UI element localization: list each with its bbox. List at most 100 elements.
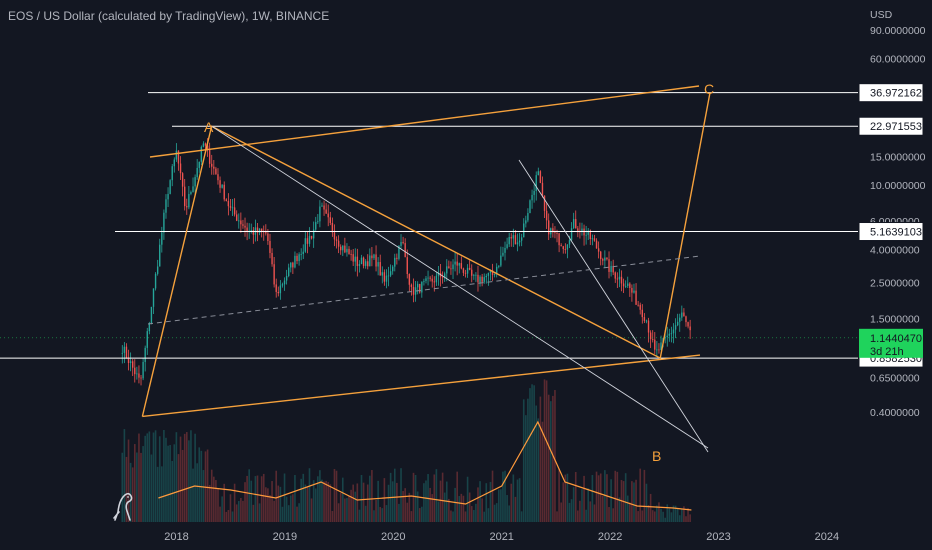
candle bbox=[523, 223, 525, 238]
elliott-wave-path[interactable] bbox=[141, 92, 711, 417]
candle bbox=[315, 222, 317, 230]
volume-bar bbox=[637, 511, 639, 522]
candle bbox=[416, 283, 419, 288]
level-price-tag[interactable] bbox=[858, 222, 924, 242]
candle bbox=[231, 207, 234, 209]
volume-bar bbox=[410, 511, 413, 522]
volume-bar bbox=[425, 480, 427, 522]
candle bbox=[375, 254, 377, 267]
volume-bar bbox=[533, 385, 535, 522]
volume-bar bbox=[647, 504, 650, 522]
candle bbox=[144, 347, 146, 362]
volume-bar bbox=[387, 484, 390, 522]
volume-bar bbox=[314, 488, 317, 522]
volume-bar bbox=[572, 487, 575, 522]
volume-bar bbox=[123, 429, 126, 522]
candle bbox=[335, 239, 338, 241]
candle bbox=[548, 220, 550, 235]
level-price-tag[interactable] bbox=[858, 116, 924, 136]
volume-bar bbox=[604, 470, 606, 522]
candle bbox=[487, 272, 490, 276]
candle bbox=[236, 214, 238, 221]
volume-bar bbox=[568, 502, 571, 522]
time-tick-label: 2022 bbox=[598, 531, 622, 543]
candle bbox=[208, 149, 211, 164]
candle bbox=[412, 286, 415, 295]
candle bbox=[331, 222, 334, 233]
dashed-trend-line[interactable] bbox=[147, 255, 701, 325]
volume-bar bbox=[448, 498, 450, 522]
lower-trend-line[interactable] bbox=[142, 354, 701, 418]
volume-bar bbox=[479, 481, 481, 522]
volume-bar bbox=[475, 503, 477, 522]
volume-bar bbox=[527, 398, 529, 522]
candle bbox=[367, 261, 369, 267]
candle bbox=[206, 145, 209, 150]
volume-bar bbox=[610, 479, 612, 522]
volume-bar bbox=[656, 505, 658, 522]
time-tick-label: 2020 bbox=[381, 531, 405, 543]
candle bbox=[491, 270, 494, 275]
candle bbox=[545, 210, 548, 221]
volume-bar bbox=[221, 496, 223, 522]
volume-bar bbox=[310, 498, 313, 522]
candle bbox=[258, 228, 261, 233]
volume-bar bbox=[196, 463, 198, 522]
candle bbox=[156, 266, 159, 274]
candle bbox=[352, 254, 354, 262]
wedge-line-lower[interactable] bbox=[518, 159, 709, 453]
candle bbox=[223, 184, 225, 200]
volume-bar bbox=[188, 440, 190, 522]
candle bbox=[134, 367, 136, 375]
volume-bar bbox=[240, 498, 242, 522]
volume-bar bbox=[289, 495, 292, 522]
volume-bar bbox=[554, 390, 556, 522]
volume-bar bbox=[443, 492, 446, 522]
volume-bar bbox=[183, 433, 186, 522]
candle bbox=[471, 269, 473, 276]
candle bbox=[256, 227, 259, 233]
volume-bar bbox=[354, 491, 357, 522]
candle bbox=[213, 166, 215, 169]
time-tick-label: 2021 bbox=[489, 531, 513, 543]
candle bbox=[689, 326, 691, 331]
volume-bar bbox=[616, 471, 619, 522]
candle bbox=[510, 237, 512, 239]
volume-bar bbox=[658, 502, 660, 522]
candle bbox=[508, 237, 510, 245]
candle bbox=[279, 285, 282, 294]
candle bbox=[539, 171, 542, 183]
volume-bar bbox=[651, 510, 654, 522]
candle bbox=[446, 266, 448, 274]
candle bbox=[502, 252, 504, 256]
candle bbox=[577, 228, 579, 231]
volume-bar bbox=[269, 495, 271, 522]
volume-bar bbox=[165, 437, 167, 522]
volume-bar bbox=[219, 506, 221, 522]
candle bbox=[481, 276, 483, 282]
upper-trend-line[interactable] bbox=[149, 85, 700, 158]
volume-bar bbox=[662, 511, 664, 522]
chart-title: EOS / US Dollar (calculated by TradingVi… bbox=[8, 9, 330, 23]
level-price-tag[interactable] bbox=[858, 83, 924, 103]
volume-bar bbox=[583, 475, 585, 522]
volume-bar bbox=[385, 505, 388, 522]
candle bbox=[676, 321, 679, 326]
volume-bar bbox=[402, 490, 404, 522]
volume-bar bbox=[158, 436, 161, 522]
volume-bar bbox=[676, 508, 679, 522]
volume-bar bbox=[371, 470, 373, 522]
candle bbox=[383, 272, 386, 282]
wedge-line-upper[interactable] bbox=[211, 125, 709, 449]
candle bbox=[564, 249, 567, 250]
volume-bar bbox=[462, 495, 465, 522]
candle bbox=[379, 262, 381, 276]
volume-bar bbox=[597, 475, 600, 522]
volume-bar bbox=[508, 505, 510, 522]
time-tick-label: 2019 bbox=[273, 531, 297, 543]
volume-bar bbox=[558, 468, 560, 522]
volume-bar bbox=[483, 511, 486, 522]
candle bbox=[354, 256, 356, 262]
candle bbox=[360, 257, 363, 265]
